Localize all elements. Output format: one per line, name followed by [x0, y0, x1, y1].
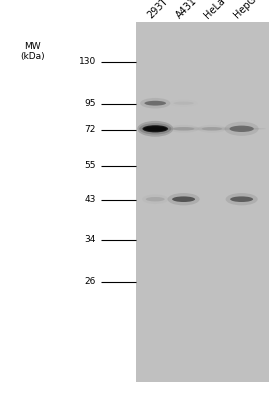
- Ellipse shape: [142, 194, 168, 204]
- Text: 34: 34: [85, 236, 96, 244]
- Ellipse shape: [168, 193, 200, 205]
- Text: 95: 95: [84, 100, 96, 108]
- Ellipse shape: [230, 126, 254, 132]
- Ellipse shape: [146, 197, 165, 201]
- Ellipse shape: [137, 121, 173, 137]
- Ellipse shape: [139, 123, 171, 134]
- Ellipse shape: [139, 127, 266, 130]
- Ellipse shape: [202, 127, 222, 130]
- Text: HeLa: HeLa: [202, 0, 227, 20]
- Bar: [136, 22, 269, 382]
- Ellipse shape: [143, 125, 168, 132]
- Ellipse shape: [173, 127, 194, 130]
- Text: 43: 43: [85, 196, 96, 204]
- Ellipse shape: [203, 102, 221, 104]
- Ellipse shape: [144, 126, 167, 131]
- Ellipse shape: [144, 101, 166, 106]
- Ellipse shape: [140, 98, 170, 108]
- Ellipse shape: [226, 193, 258, 205]
- Ellipse shape: [170, 100, 198, 107]
- Text: 130: 130: [79, 58, 96, 66]
- Text: 72: 72: [85, 126, 96, 134]
- Text: 293T: 293T: [146, 0, 170, 20]
- Text: MW
(kDa): MW (kDa): [20, 42, 45, 61]
- Ellipse shape: [230, 196, 253, 202]
- Text: 55: 55: [84, 162, 96, 170]
- Ellipse shape: [174, 102, 194, 105]
- Text: HepG2: HepG2: [232, 0, 262, 20]
- Text: 26: 26: [85, 278, 96, 286]
- Text: A431: A431: [174, 0, 198, 20]
- Ellipse shape: [172, 196, 195, 202]
- Ellipse shape: [168, 125, 199, 133]
- Ellipse shape: [225, 122, 259, 136]
- Ellipse shape: [200, 100, 224, 106]
- Ellipse shape: [198, 125, 226, 133]
